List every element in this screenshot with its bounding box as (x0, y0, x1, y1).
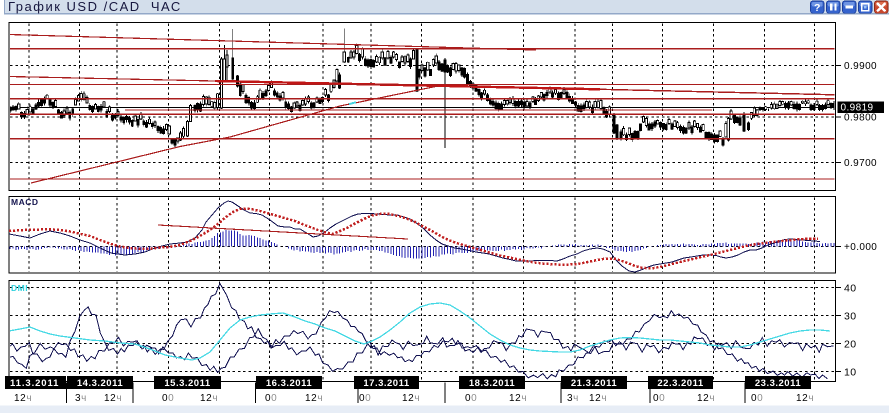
svg-text:00: 00 (653, 393, 665, 404)
svg-text:?: ? (814, 2, 820, 14)
svg-text:16.3.2011: 16.3.2011 (266, 378, 312, 389)
svg-text:0.9800: 0.9800 (844, 112, 877, 123)
svg-text:12ч: 12ч (200, 393, 218, 404)
svg-text:12ч: 12ч (796, 393, 814, 404)
svg-text:12ч: 12ч (104, 393, 122, 404)
svg-text:12ч: 12ч (589, 393, 607, 404)
svg-text:3ч: 3ч (75, 393, 87, 404)
svg-text:0.9819: 0.9819 (841, 103, 874, 114)
svg-text:10: 10 (844, 367, 856, 379)
svg-text:21.3.2011: 21.3.2011 (571, 378, 617, 389)
svg-text:3ч: 3ч (567, 393, 579, 404)
svg-text:00: 00 (751, 393, 763, 404)
svg-text:График USD /CAD ЧАС: График USD /CAD ЧАС (8, 0, 182, 14)
svg-text:11.3.2011: 11.3.2011 (10, 378, 59, 389)
svg-text:17.3.2011: 17.3.2011 (363, 378, 409, 389)
svg-text:20: 20 (844, 339, 856, 351)
svg-text:00: 00 (265, 393, 277, 404)
svg-text:18.3.2011: 18.3.2011 (469, 378, 515, 389)
svg-text:00: 00 (359, 393, 371, 404)
svg-text:00: 00 (162, 393, 174, 404)
svg-text:22.3.2011: 22.3.2011 (657, 378, 703, 389)
svg-text:30: 30 (844, 311, 856, 323)
svg-text:12ч: 12ч (305, 393, 323, 404)
svg-text:15.3.2011: 15.3.2011 (164, 378, 210, 389)
svg-text:12ч: 12ч (14, 393, 32, 404)
svg-text:12ч: 12ч (402, 393, 420, 404)
svg-text:0.9900: 0.9900 (844, 61, 877, 72)
svg-text:23.3.2011: 23.3.2011 (755, 378, 801, 389)
svg-text:12ч: 12ч (697, 393, 715, 404)
svg-text:DMI: DMI (11, 283, 28, 293)
svg-text:12ч: 12ч (509, 393, 527, 404)
svg-text:00: 00 (465, 393, 477, 404)
svg-text:0.9700: 0.9700 (844, 158, 877, 169)
svg-text:MACD: MACD (11, 197, 39, 207)
svg-text:+0.000: +0.000 (844, 242, 877, 253)
svg-text:40: 40 (844, 283, 856, 295)
svg-text:14.3.2011: 14.3.2011 (77, 378, 123, 389)
